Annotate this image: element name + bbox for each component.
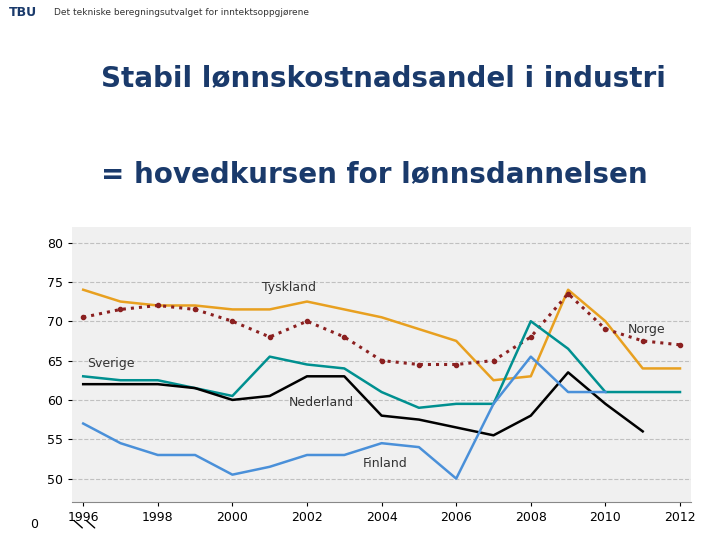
Text: Finland: Finland [363,457,408,470]
Text: Tyskland: Tyskland [262,281,316,294]
Text: TBU: TBU [9,5,37,19]
Text: Det tekniske beregningsutvalget for inntektsoppgjørene: Det tekniske beregningsutvalget for innt… [54,8,309,17]
Text: 0: 0 [30,518,38,531]
Text: Nederland: Nederland [288,396,354,409]
Text: Stabil lønnskostnadsandel i industri: Stabil lønnskostnadsandel i industri [101,64,666,92]
Text: Sverige: Sverige [87,357,135,370]
Text: = hovedkursen for lønnsdannelsen: = hovedkursen for lønnsdannelsen [101,160,647,188]
Text: Norge: Norge [628,323,665,336]
